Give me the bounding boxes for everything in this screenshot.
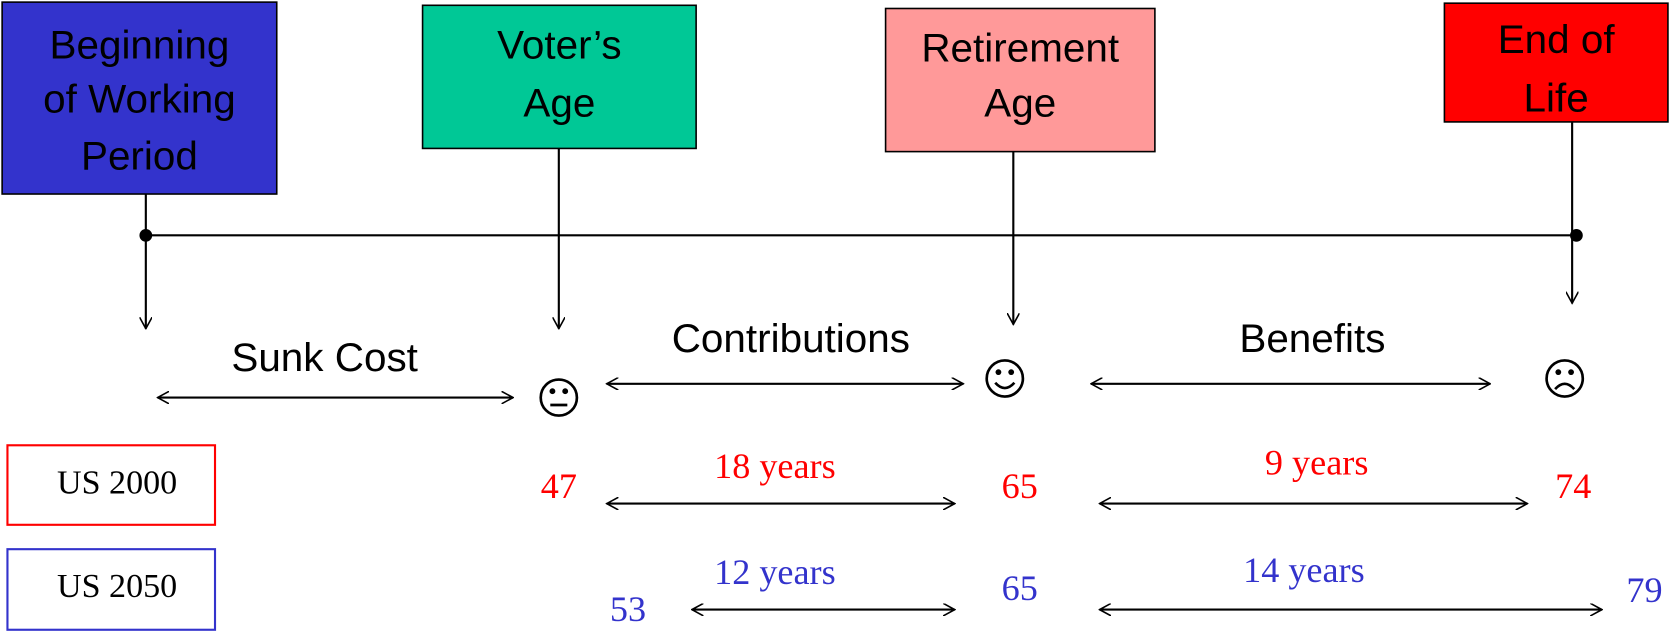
span-label: 18 years: [714, 446, 836, 486]
age: 79: [1626, 570, 1662, 610]
period-label: Benefits: [1239, 315, 1385, 361]
age: 53: [610, 589, 646, 629]
neutral-face: [539, 378, 579, 417]
event-box: [1443, 2, 1669, 123]
event-label: Period: [81, 133, 198, 179]
event-label: Beginning: [49, 21, 229, 67]
event-label: End of: [1498, 16, 1616, 62]
age: 47: [541, 466, 577, 506]
event-label: Retirement: [921, 25, 1119, 71]
event-box: [1, 1, 278, 195]
event-label: Voter’s: [497, 21, 621, 67]
age: 65: [1002, 466, 1038, 506]
row-label: US 2000: [57, 464, 177, 501]
age: 74: [1555, 466, 1591, 506]
event-label: Age: [984, 80, 1056, 126]
happy-face: [985, 359, 1025, 398]
event-box: [884, 7, 1156, 153]
event-box: [421, 4, 697, 150]
event-label: Life: [1524, 74, 1589, 120]
sad-face: [1545, 359, 1585, 398]
period-label: Contributions: [672, 315, 910, 361]
span-label: 14 years: [1243, 550, 1365, 590]
row-box: [6, 444, 217, 526]
span-label: 9 years: [1265, 443, 1368, 483]
age: 65: [1002, 568, 1038, 608]
row-box: [6, 548, 217, 631]
event-label: of Working: [43, 75, 236, 121]
span-label: 12 years: [714, 552, 836, 592]
event-label: Age: [523, 80, 595, 126]
period-label: Sunk Cost: [231, 334, 418, 380]
row-label: US 2050: [57, 568, 177, 605]
